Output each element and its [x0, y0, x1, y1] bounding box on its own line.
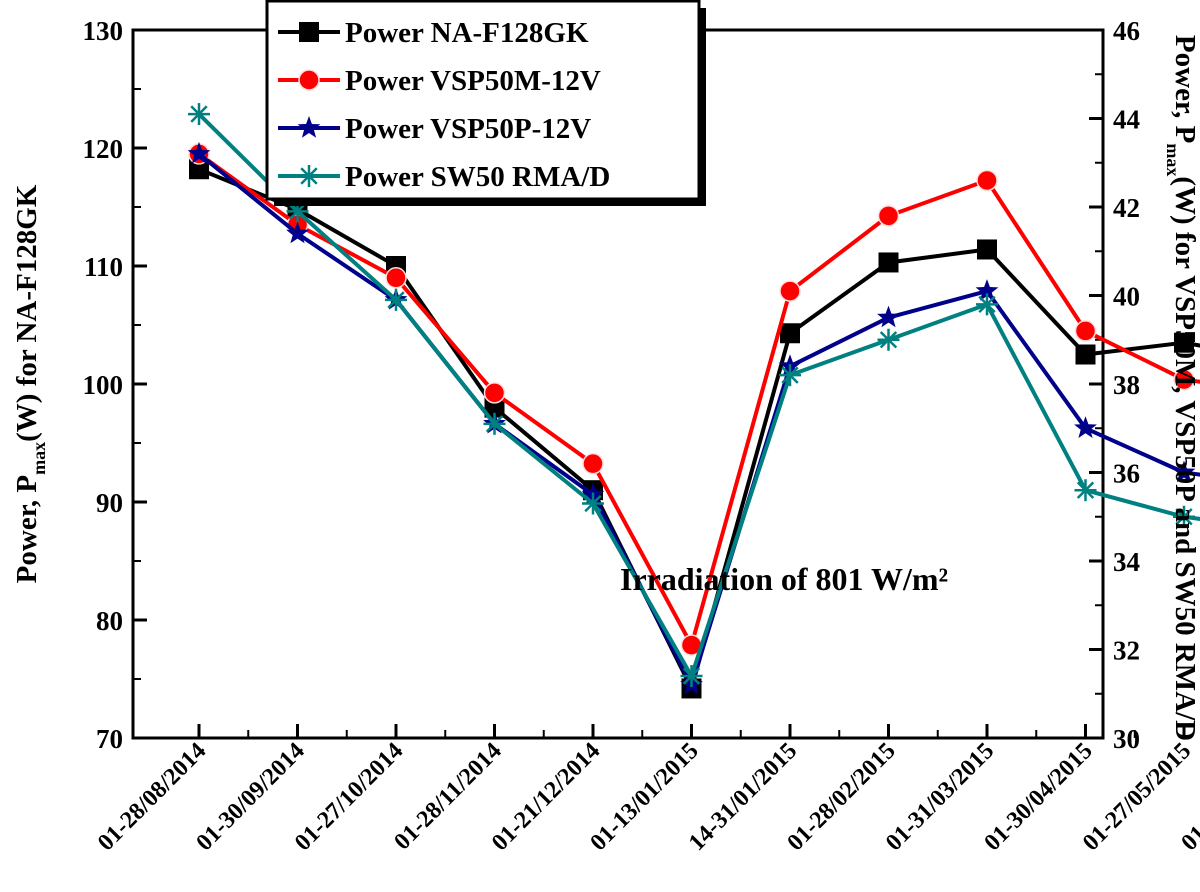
legend-label: Power VSP50P-12V	[345, 113, 591, 145]
data-point	[187, 141, 211, 164]
data-point	[877, 328, 900, 351]
left-axis-label: Power, Pmax(W) for NA-F128GK	[11, 184, 49, 583]
data-point	[188, 103, 210, 126]
data-point	[582, 492, 604, 515]
asterisk-stroke	[190, 105, 208, 123]
right-axis-label: Power, Pmax(W) for VSP50M, VSP50P and SW…	[1163, 35, 1200, 741]
asterisk-stroke	[978, 295, 996, 314]
asterisk-stroke	[879, 331, 898, 349]
data-point	[877, 305, 900, 328]
right-y-axis: 30 32 34 36 38 40 42 44 46	[1089, 16, 1140, 754]
legend-label: Power SW50 RMA/D	[345, 161, 610, 193]
right-tick-label: 34	[1113, 547, 1140, 577]
data-point	[1173, 505, 1195, 528]
right-tick-label: 30	[1113, 724, 1140, 754]
data-point	[483, 412, 506, 435]
asterisk-stroke	[781, 366, 799, 384]
data-point	[1074, 416, 1097, 438]
legend-label: Power VSP50M-12V	[345, 65, 601, 97]
right-tick-label: 40	[1113, 282, 1140, 312]
data-point	[1173, 368, 1195, 391]
right-tick-label: 36	[1113, 459, 1140, 489]
data-point	[385, 267, 407, 289]
data-point	[286, 221, 309, 244]
asterisk-stroke	[387, 291, 405, 309]
left-tick-label: 120	[83, 134, 124, 164]
data-point	[779, 364, 801, 387]
legend-marker	[298, 69, 320, 91]
data-point	[976, 293, 998, 316]
irradiation-annotation: Irradiation of 801 W/m²	[620, 561, 948, 597]
data-point	[877, 205, 900, 227]
asterisk-stroke	[485, 415, 504, 433]
series-layer	[187, 103, 1200, 699]
data-point	[680, 665, 703, 688]
right-tick-label: 46	[1113, 16, 1140, 46]
legend-marker	[299, 22, 319, 42]
data-point	[1075, 344, 1096, 365]
legend-marker	[297, 116, 321, 138]
legend-marker	[298, 165, 320, 187]
data-point	[780, 323, 800, 344]
asterisk-stroke	[1175, 508, 1193, 526]
left-tick-label: 130	[83, 16, 124, 46]
data-point	[582, 452, 604, 475]
data-point	[779, 280, 801, 302]
data-point	[483, 382, 506, 404]
right-tick-label: 38	[1113, 370, 1140, 400]
data-point	[975, 279, 999, 301]
asterisk-stroke	[1076, 481, 1095, 499]
data-point	[1172, 460, 1196, 483]
asterisk-stroke	[288, 202, 307, 221]
data-point	[1174, 332, 1194, 353]
left-tick-label: 80	[96, 606, 123, 636]
data-point	[977, 239, 997, 260]
right-tick-label: 42	[1113, 193, 1140, 223]
asterisk-stroke	[584, 494, 602, 513]
data-point	[976, 169, 998, 192]
right-tick-label: 44	[1113, 105, 1140, 135]
left-tick-label: 90	[96, 488, 123, 518]
data-point	[878, 252, 899, 273]
asterisk-stroke	[682, 667, 701, 685]
data-point	[484, 397, 505, 418]
left-tick-label: 100	[83, 370, 124, 400]
x-axis: 01-28/08/201401-30/09/201401-27/10/20140…	[93, 724, 1200, 856]
data-point	[1074, 479, 1097, 502]
legend: Power NA-F128GK Power VSP50M-12V Power VSP…	[265, 0, 706, 206]
left-tick-label: 110	[84, 252, 123, 282]
data-point	[189, 159, 209, 180]
left-y-axis: 70 80 90 100 110 120 130	[83, 16, 147, 754]
left-tick-label: 70	[96, 724, 123, 754]
legend-label: Power NA-F128GK	[345, 17, 589, 49]
data-point	[385, 288, 407, 311]
right-tick-label: 32	[1113, 636, 1140, 666]
asterisk-stroke	[300, 167, 318, 185]
data-point	[1074, 320, 1097, 342]
